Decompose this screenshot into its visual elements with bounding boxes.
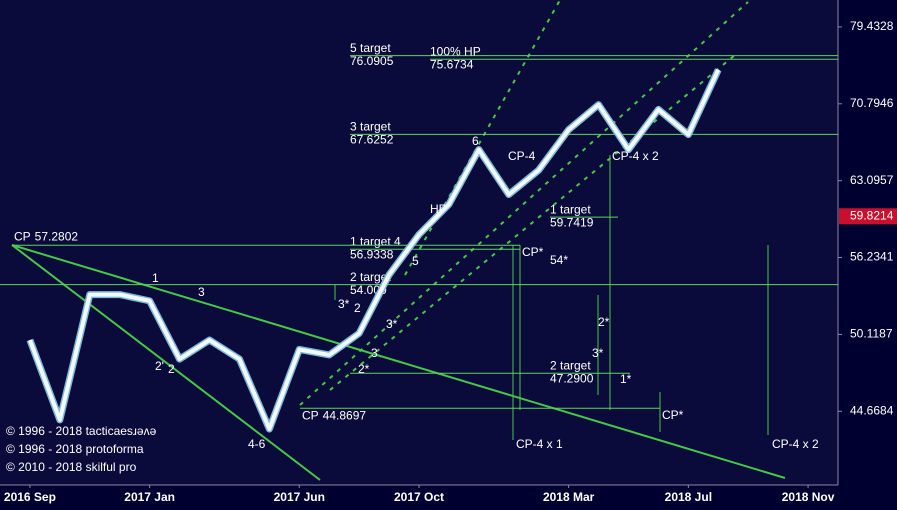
- level-name: 100% HP: [430, 44, 481, 58]
- annotation: 3*: [338, 297, 350, 311]
- annotation: 6: [472, 134, 479, 148]
- level-value: 59.7419: [550, 215, 594, 229]
- trend-line: [11, 244, 786, 479]
- channel-line: [299, 1, 749, 406]
- y-tick-label: 70.7946: [850, 96, 894, 110]
- annotation: CP-4 x 1: [516, 437, 563, 451]
- y-tick-label: 56.2341: [850, 250, 894, 264]
- annotation: 3: [198, 285, 205, 299]
- y-tick-label: 79.4328: [850, 19, 894, 33]
- annotation: 2': [155, 359, 164, 373]
- annotation: 4-6: [248, 437, 266, 451]
- x-tick-label: 2017 Jun: [274, 490, 325, 504]
- annotation: CP-4 x 2: [772, 437, 819, 451]
- level-value: 67.6252: [350, 133, 394, 147]
- level-value: 47.2900: [550, 371, 594, 385]
- last-price-label: 59.8214: [850, 208, 894, 222]
- y-tick-label: 63.0957: [850, 173, 894, 187]
- last-price-box: [839, 208, 897, 225]
- trend-lines: [11, 0, 786, 481]
- annotation: 2*: [598, 315, 610, 329]
- x-tick-label: 2018 Jul: [665, 490, 712, 504]
- annotation: 5: [412, 254, 419, 268]
- level-value: 44.8697: [323, 408, 367, 422]
- x-tick-label: 2017 Oct: [394, 490, 444, 504]
- annotation: CP-4 x 2: [612, 149, 659, 163]
- level-name: 1 target 4: [350, 234, 401, 248]
- level-name: CP: [14, 229, 31, 243]
- annotation: 3: [371, 346, 378, 360]
- annotation: HP: [430, 202, 447, 216]
- annotation: CP-4: [508, 149, 536, 163]
- credit: © 1996 - 2018 protoforma: [6, 442, 144, 456]
- channel-line: [329, 54, 736, 391]
- y-tick-label: 50.1187: [850, 327, 893, 341]
- annotation: 2*: [358, 362, 370, 376]
- price-line: [28, 68, 721, 431]
- level-value: 75.6734: [430, 57, 474, 71]
- level-name: 3 target: [350, 120, 391, 134]
- x-tick-label: 2016 Sep: [4, 490, 56, 504]
- annotation: 2: [168, 362, 175, 376]
- plot-area: [0, 0, 838, 485]
- x-tick-label: 2018 Nov: [782, 490, 835, 504]
- x-axis-panel: [0, 485, 838, 510]
- annotation: 3*: [592, 346, 604, 360]
- annotation: 1: [152, 271, 159, 285]
- y-axis-panel: [838, 0, 897, 510]
- x-tick-label: 2018 Mar: [543, 490, 595, 504]
- level-name: CP: [302, 408, 319, 422]
- channel-line: [404, 0, 561, 276]
- level-name: 1 target: [550, 202, 591, 216]
- level-value: 76.0905: [350, 54, 394, 68]
- annotation: CP*: [522, 245, 544, 259]
- credit: © 2010 - 2018 skilful pro: [6, 460, 137, 474]
- level-value: 56.9338: [350, 247, 394, 261]
- credit: © 1996 - 2018 tacticaesɹǝʌǝ: [6, 424, 157, 438]
- level-name: 2 target: [550, 358, 591, 372]
- x-tick-label: 2017 Jan: [124, 490, 175, 504]
- annotation: 1*: [620, 372, 632, 386]
- annotation: CP*: [662, 408, 684, 422]
- level-name: 5 target: [350, 41, 391, 55]
- y-tick-label: 44.6684: [850, 403, 894, 417]
- annotation: 3*: [386, 317, 398, 331]
- level-name: 2 target: [350, 270, 391, 284]
- level-value: 57.2802: [35, 229, 79, 243]
- annotation: 2: [354, 301, 361, 315]
- annotation: 54*: [550, 253, 568, 267]
